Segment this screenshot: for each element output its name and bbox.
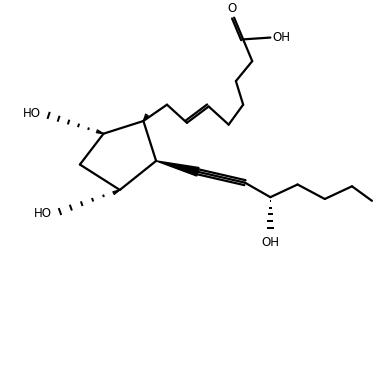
Polygon shape — [156, 161, 199, 176]
Text: OH: OH — [261, 236, 279, 249]
Text: OH: OH — [272, 31, 290, 44]
Text: O: O — [228, 2, 237, 15]
Text: HO: HO — [23, 107, 41, 120]
Text: HO: HO — [34, 207, 52, 220]
